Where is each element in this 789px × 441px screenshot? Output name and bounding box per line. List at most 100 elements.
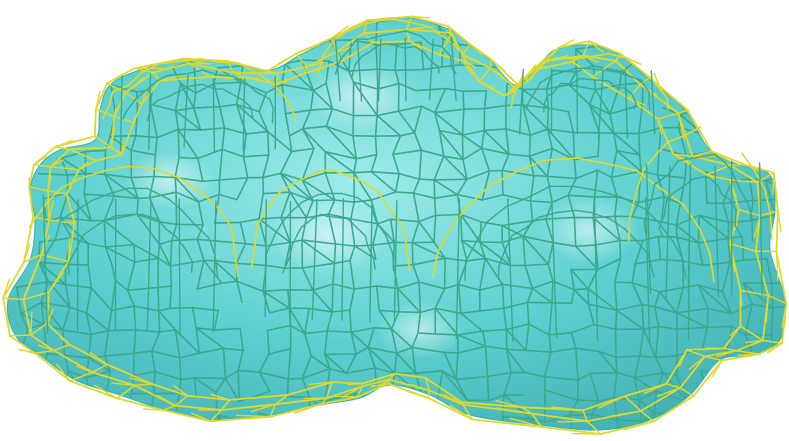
mesh-edge xyxy=(154,136,158,156)
mesh-edge xyxy=(154,370,182,381)
mesh-edge xyxy=(281,83,315,92)
mesh-edge xyxy=(136,213,161,246)
mesh-edge xyxy=(501,169,504,196)
mesh-edge xyxy=(459,213,463,242)
mesh-edge xyxy=(672,153,692,164)
mesh-edge xyxy=(501,153,510,172)
mesh-edge xyxy=(301,128,315,150)
mesh-edge xyxy=(418,178,436,181)
mesh-edge xyxy=(94,135,113,149)
mesh-edge xyxy=(762,339,783,344)
mesh-edge xyxy=(596,169,613,179)
mesh-edge xyxy=(418,220,435,243)
mesh-edge xyxy=(588,103,601,134)
mesh-edge xyxy=(546,128,554,150)
mesh-edge xyxy=(217,74,234,78)
mesh-edge xyxy=(266,329,270,356)
mesh-edge xyxy=(279,172,304,181)
mesh-edge xyxy=(110,127,116,149)
mesh-edge xyxy=(442,155,468,180)
mesh-edge xyxy=(113,91,127,118)
mesh-edge xyxy=(754,214,761,238)
mesh-edge xyxy=(68,343,109,366)
mesh-edge xyxy=(262,154,270,179)
mesh-edge xyxy=(34,349,55,355)
mesh-edge xyxy=(397,82,400,112)
mesh-edge xyxy=(26,323,45,330)
mesh-edge xyxy=(237,369,261,374)
mesh-edge xyxy=(171,238,199,242)
mesh-edge xyxy=(505,128,532,137)
mesh-edge xyxy=(440,394,463,403)
mesh-edge xyxy=(398,82,417,92)
mesh-edge xyxy=(394,191,415,194)
mesh-edge xyxy=(353,171,373,201)
mesh-edge xyxy=(395,346,413,354)
mesh-edge xyxy=(411,346,417,375)
mesh-edge xyxy=(248,104,253,111)
mesh-edge xyxy=(588,88,597,106)
mesh-edge xyxy=(371,241,396,246)
mesh-edge xyxy=(88,356,111,373)
mesh-edge xyxy=(213,327,242,331)
mesh-edge xyxy=(220,403,277,411)
mesh-edge xyxy=(46,308,54,325)
mesh-edge xyxy=(312,283,334,292)
mesh-edge xyxy=(290,147,315,153)
mesh-edge xyxy=(404,30,422,37)
mesh-edge xyxy=(279,172,314,202)
mesh-edge xyxy=(345,353,357,375)
mesh-edge xyxy=(613,257,622,284)
mesh-edge xyxy=(113,107,117,118)
mesh-edge xyxy=(238,390,271,403)
mesh-edge xyxy=(653,290,661,308)
mesh-edge xyxy=(638,390,658,401)
mesh-edge xyxy=(213,67,219,85)
mesh-edge xyxy=(434,307,459,336)
mesh-edge xyxy=(237,62,261,76)
mesh-edge xyxy=(735,339,764,352)
mesh-edge xyxy=(510,97,514,110)
mesh-edge xyxy=(529,128,549,137)
mesh-edge xyxy=(54,218,62,241)
mesh-edge xyxy=(619,239,622,260)
mesh-edge xyxy=(103,213,138,222)
mesh-edge xyxy=(303,307,310,335)
mesh-edge xyxy=(61,329,92,336)
mesh-edge xyxy=(396,287,400,313)
mesh-edge xyxy=(157,218,167,230)
mesh-edge xyxy=(63,354,90,359)
mesh-edge xyxy=(627,217,631,242)
mesh-edge xyxy=(133,305,137,331)
mesh-edge xyxy=(224,377,241,403)
mesh-edge xyxy=(428,38,434,100)
mesh-edge xyxy=(505,348,526,374)
mesh-edge xyxy=(208,237,216,257)
mesh-edge xyxy=(331,107,355,117)
mesh-edge xyxy=(658,286,685,293)
mesh-edge xyxy=(22,298,32,336)
mesh-edge xyxy=(287,347,292,380)
mesh-edge xyxy=(301,125,328,130)
mesh-edge xyxy=(20,301,43,315)
mesh-edge xyxy=(59,216,92,222)
mesh-edge xyxy=(429,26,442,36)
mesh-edge xyxy=(218,177,249,181)
mesh-edge xyxy=(262,172,282,179)
mesh-edge xyxy=(28,186,49,192)
mesh-edge xyxy=(174,395,189,407)
mesh-edge xyxy=(699,228,711,255)
mesh-edge xyxy=(505,328,527,352)
mesh-edge xyxy=(330,19,368,40)
mesh-edge xyxy=(255,91,271,100)
mesh-edge xyxy=(556,209,577,214)
mesh-edge xyxy=(544,389,579,401)
mesh-edge xyxy=(393,18,415,24)
mesh-edge xyxy=(301,59,330,62)
mesh-edge xyxy=(486,371,512,378)
mesh-edge xyxy=(389,209,406,231)
mesh-edge xyxy=(262,290,271,314)
mesh-edge xyxy=(291,234,298,246)
mesh-edge xyxy=(380,18,396,22)
